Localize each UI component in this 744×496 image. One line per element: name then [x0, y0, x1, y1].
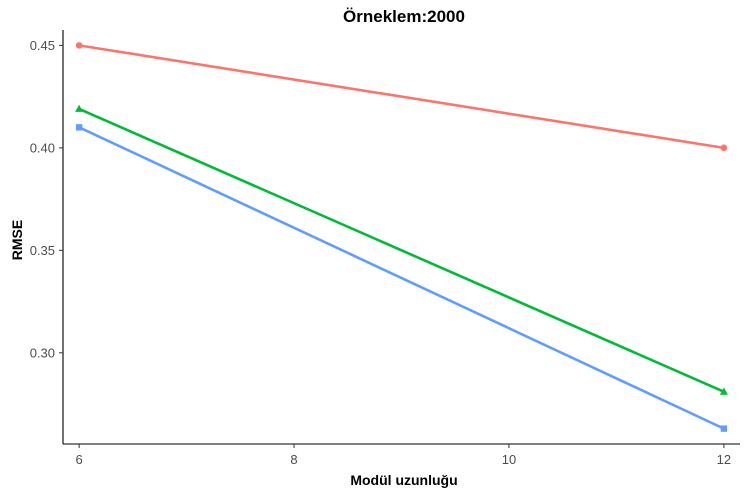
x-axis-ticks: 6 8 10 12	[76, 444, 731, 467]
y-tick-label: 0.45	[30, 38, 55, 53]
x-tick-label: 12	[717, 452, 731, 467]
x-tick-label: 6	[76, 452, 83, 467]
y-tick-label: 0.30	[30, 345, 55, 360]
series-1-point	[75, 42, 83, 49]
x-tick-label: 8	[290, 452, 297, 467]
series-line-2	[77, 107, 726, 394]
plot-area	[75, 42, 728, 432]
series-3-point	[720, 425, 728, 432]
y-tick-label: 0.35	[30, 243, 55, 258]
y-axis-ticks: 0.30 0.35 0.40 0.45	[30, 38, 63, 360]
series-1-point	[720, 144, 728, 152]
series-line-1	[77, 44, 726, 150]
series-line-3	[77, 126, 726, 430]
x-tick-label: 10	[502, 452, 516, 467]
series-2-point	[719, 387, 728, 395]
chart-title: Örneklem:2000	[343, 7, 465, 26]
x-axis-label: Modül uzunluğu	[350, 472, 457, 488]
series-2-point	[75, 104, 84, 112]
series-3-point	[75, 124, 83, 131]
y-tick-label: 0.40	[30, 140, 55, 155]
y-axis-label: RMSE	[9, 220, 25, 260]
